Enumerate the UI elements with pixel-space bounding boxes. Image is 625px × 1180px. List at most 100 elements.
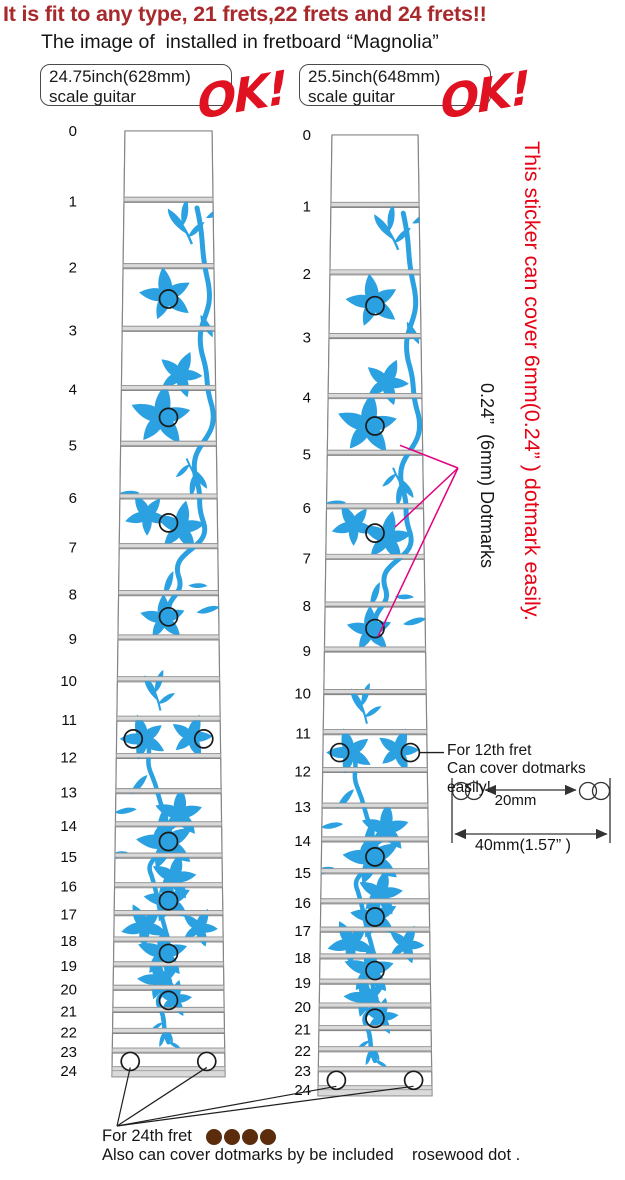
- fret-wire: [325, 553, 425, 559]
- rosewood-dot: [260, 1129, 276, 1145]
- fret-cell: [321, 771, 429, 804]
- fret-wire: [113, 936, 224, 942]
- side-note-dotmarks: 0.24” (6mm) Dotmarks: [477, 383, 497, 569]
- fret-number: 2: [69, 260, 77, 277]
- fret-wire: [123, 196, 214, 202]
- fret-wire: [323, 689, 427, 694]
- fret-number: 11: [295, 726, 311, 743]
- fret-wire: [120, 440, 217, 446]
- fret-number: 3: [69, 322, 77, 339]
- fret-number: 15: [294, 865, 311, 882]
- dotmark-circle: [365, 523, 385, 543]
- side-note-red: This sticker can cover 6mm(0.24” ) dotma…: [520, 141, 544, 621]
- fret-number: 4: [69, 381, 77, 398]
- dotmark-circle: [158, 513, 179, 533]
- annotation-lines: [116, 444, 459, 1127]
- scale-box-255: 25.5inch(648mm) scale guitar: [299, 64, 491, 106]
- fret-wire: [121, 385, 216, 390]
- fret24-pointer-line: [116, 1066, 208, 1127]
- fret-number: 21: [294, 1022, 311, 1039]
- fret-number: 20: [60, 981, 77, 998]
- fret24-note-line1: For 24th fret: [102, 1127, 192, 1145]
- dimension-dot-circle: [451, 781, 471, 801]
- fret24-note-line2: Also can cover dotmarks by be included r…: [102, 1146, 521, 1164]
- fret-number: 18: [60, 933, 77, 950]
- dotmark-circle: [158, 407, 179, 428]
- dotmark-circle: [196, 1051, 217, 1072]
- fret-number: 3: [303, 330, 311, 347]
- fret-wire: [121, 325, 216, 331]
- dotmark-circle: [158, 606, 179, 627]
- fret-number: 5: [69, 437, 77, 454]
- fret-wire: [326, 449, 424, 455]
- fret-wire: [118, 543, 219, 549]
- dotmark-circle: [365, 847, 385, 867]
- fret-wire: [117, 676, 220, 682]
- fret-wire: [322, 767, 428, 772]
- dotmark-circle: [158, 831, 179, 852]
- fret-cell: [116, 639, 221, 678]
- fret-number: 23: [60, 1044, 77, 1061]
- fret-number: 24: [294, 1082, 311, 1099]
- fret-wire: [319, 978, 431, 984]
- fret-number: 2: [303, 266, 311, 283]
- fret-number: 22: [60, 1024, 77, 1041]
- fret-number: 16: [294, 895, 311, 912]
- fret-wire: [320, 898, 430, 904]
- fret-number: 6: [303, 500, 311, 517]
- fret-number: 9: [303, 643, 311, 660]
- fret-number: 24: [60, 1063, 77, 1080]
- dimension-dot-circle: [578, 781, 598, 801]
- fret-number: 22: [294, 1043, 311, 1060]
- fret-wire: [326, 503, 424, 509]
- fret-number: 13: [294, 799, 311, 816]
- fret-number: 23: [294, 1063, 311, 1080]
- dimension-dot-circle: [591, 781, 611, 801]
- fret-number: 0: [69, 123, 77, 140]
- fret24-pointer-line: [116, 1085, 414, 1127]
- dotmark-circle: [365, 295, 385, 316]
- fret-wire: [318, 1002, 432, 1008]
- dotmark-circle: [329, 742, 350, 763]
- dimension-diagram: [451, 778, 611, 843]
- fret-cell: [326, 454, 424, 505]
- fret-wire: [113, 961, 224, 967]
- fret-cell: [318, 1029, 432, 1048]
- fret-cell: [112, 1011, 225, 1029]
- dotmark-circle: [365, 907, 385, 927]
- dotmark-circle: [365, 1008, 385, 1029]
- fret-wire: [114, 882, 223, 888]
- subtitle: The image of installed in fretboard “Mag…: [41, 31, 439, 53]
- fret-wire: [318, 1046, 432, 1052]
- fret-wire: [111, 1047, 226, 1053]
- fret-wire: [115, 753, 222, 758]
- rosewood-dot: [206, 1129, 222, 1145]
- fret-number: 19: [60, 958, 77, 975]
- fret24-pointer-line: [116, 1067, 131, 1127]
- fret-wire: [322, 729, 428, 735]
- scale-box-2475-line2: scale guitar: [49, 86, 136, 106]
- fret-wire: [329, 269, 421, 275]
- fret-number: 21: [60, 1003, 77, 1020]
- dotmark-pointer-line: [377, 467, 459, 637]
- fret-wire: [319, 926, 431, 932]
- fret12-note: For 12th fret Can cover dotmarks easily!: [447, 742, 625, 797]
- scale-box-255-line2: scale guitar: [308, 86, 395, 106]
- fret-cell: [119, 445, 218, 495]
- fret-number: 9: [69, 631, 77, 648]
- dotmark-circle: [326, 1070, 347, 1091]
- fret-number: 6: [69, 490, 77, 507]
- fret-number: 12: [294, 764, 311, 781]
- rosewood-dot: [242, 1129, 258, 1145]
- fret-wire: [114, 852, 223, 858]
- fret-wire: [117, 634, 220, 640]
- fret-wire: [112, 984, 225, 990]
- dotmark-circle: [120, 1051, 141, 1072]
- fret-number: 8: [69, 587, 77, 604]
- dimension-label-20mm: 20mm: [494, 792, 537, 809]
- fret-wire: [115, 821, 222, 827]
- neck-end-edge: [317, 1089, 433, 1097]
- dotmark-circle: [158, 990, 179, 1011]
